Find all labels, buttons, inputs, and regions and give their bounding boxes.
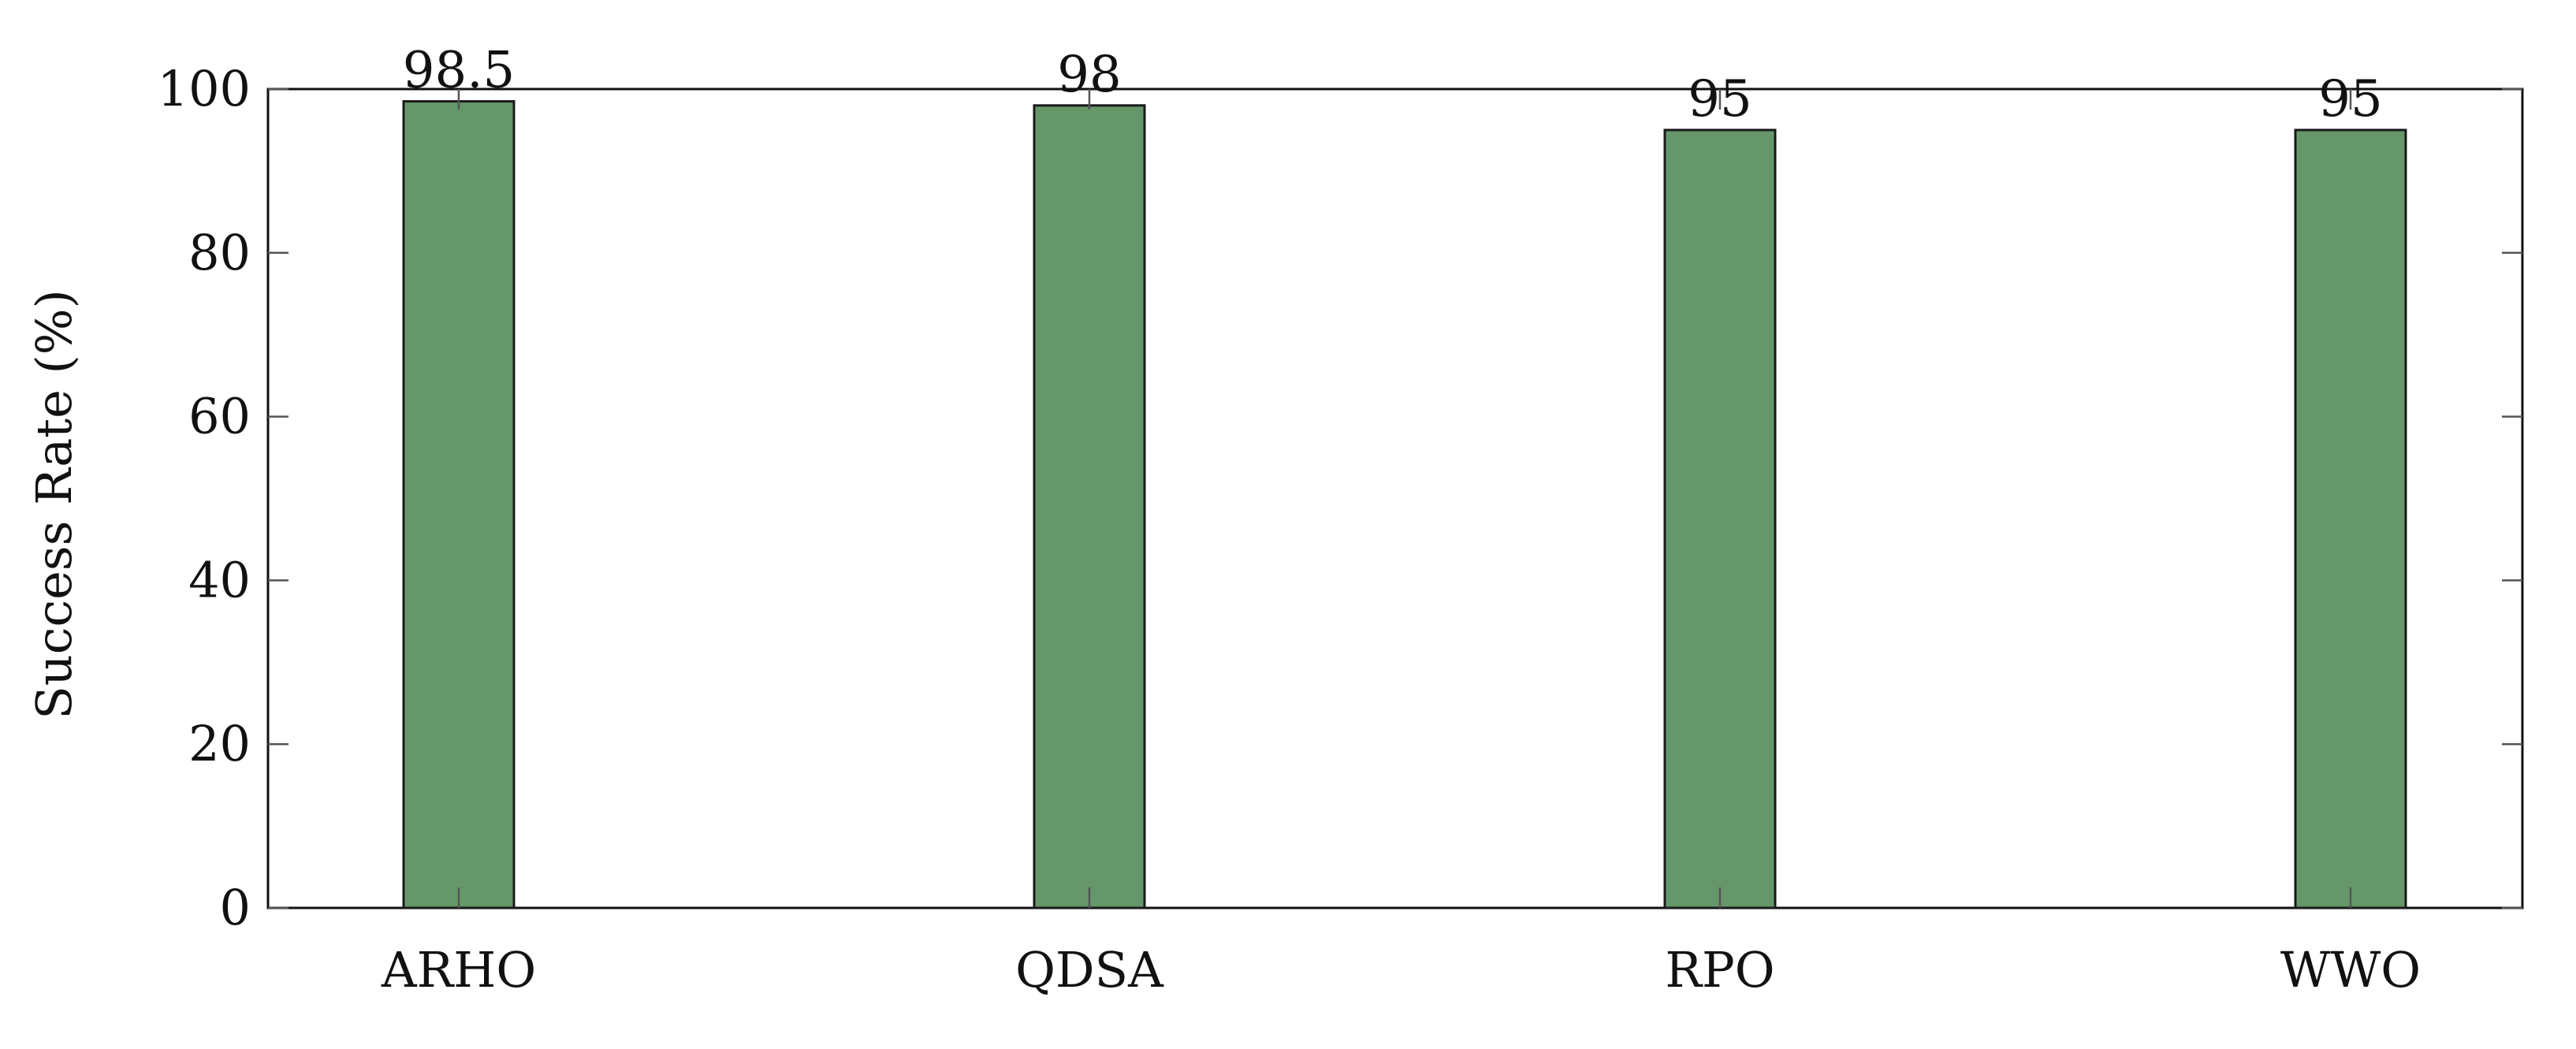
bar-arho bbox=[402, 100, 516, 910]
data-label-arho: 98.5 bbox=[403, 42, 516, 100]
data-label-rpo: 95 bbox=[1688, 70, 1751, 128]
y-tick-label: 0 bbox=[220, 879, 251, 936]
x-tick-label: ARHO bbox=[381, 941, 536, 999]
y-axis-title: Success Rate (%) bbox=[25, 289, 83, 720]
data-label-qdsa: 98 bbox=[1057, 46, 1121, 104]
x-axis: ARHO QDSA RPO WWO bbox=[381, 89, 2421, 999]
y-tick-label: 100 bbox=[158, 60, 251, 117]
y-tick-label: 80 bbox=[188, 224, 251, 281]
bar-rpo bbox=[1663, 128, 1777, 910]
y-axis: 0 20 40 60 80 100 bbox=[158, 60, 2522, 936]
y-tick-label: 60 bbox=[188, 388, 251, 445]
x-tick-label: QDSA bbox=[1015, 941, 1164, 999]
y-tick-label: 20 bbox=[188, 715, 251, 772]
data-labels: 98.5 98 95 95 bbox=[403, 42, 2383, 128]
bar-qdsa bbox=[1033, 104, 1146, 910]
x-tick-label: RPO bbox=[1665, 941, 1774, 999]
plot-frame bbox=[266, 87, 2524, 910]
x-tick-label: WWO bbox=[2280, 941, 2421, 999]
bars-group bbox=[402, 100, 2407, 910]
data-label-wwo: 95 bbox=[2318, 70, 2382, 128]
y-tick-label: 40 bbox=[188, 551, 251, 608]
plot-frame-group bbox=[266, 87, 2524, 910]
bar-wwo bbox=[2294, 128, 2407, 910]
